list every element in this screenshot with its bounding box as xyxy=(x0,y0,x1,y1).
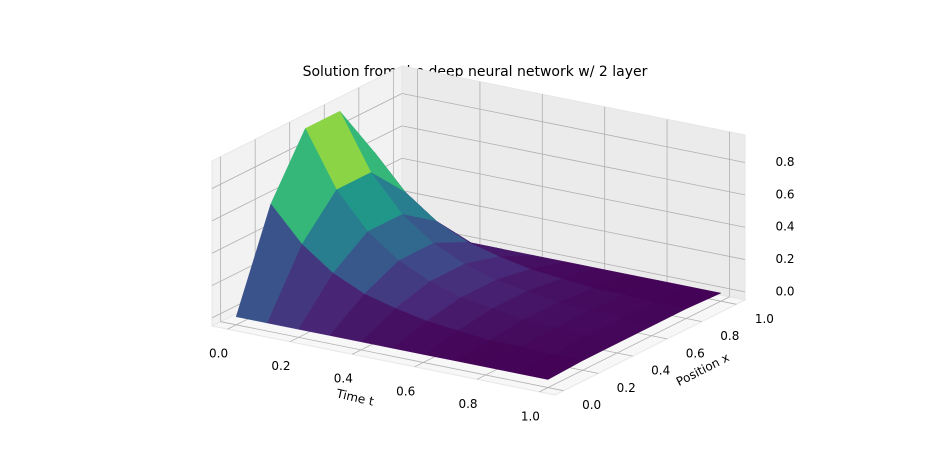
z-tick-label: 0.4 xyxy=(775,220,794,234)
surface-patch xyxy=(516,354,584,380)
x-tick-label: 0.4 xyxy=(651,364,670,378)
t-tick-label: 0.0 xyxy=(209,347,228,361)
surface xyxy=(235,110,722,380)
t-tick-label: 0.8 xyxy=(458,397,477,411)
t-tick-label: 0.4 xyxy=(334,372,353,386)
x-tick-label: 0.2 xyxy=(617,381,636,395)
t-tick-label: 0.2 xyxy=(271,359,290,373)
t-tick-label: 0.6 xyxy=(396,384,415,398)
grid-line xyxy=(401,93,746,163)
x-tick-label: 0.6 xyxy=(686,346,705,360)
chart-title: Solution from the deep neural network w/… xyxy=(303,64,648,80)
grid-line xyxy=(401,157,746,228)
z-tick-label: 0.6 xyxy=(775,187,794,201)
grid-line xyxy=(401,125,746,196)
x-tick-label: 1.0 xyxy=(755,312,774,326)
x-tick-label: 0.8 xyxy=(720,329,739,343)
grid-line xyxy=(220,321,564,392)
grid-line xyxy=(401,222,746,293)
x-axis-label: Time t xyxy=(334,386,375,408)
z-tick-label: 0.2 xyxy=(775,252,794,266)
grid-line xyxy=(401,190,746,260)
t-tick-label: 1.0 xyxy=(521,409,540,423)
grid-line xyxy=(539,296,730,393)
labels: 0.00.20.40.60.81.00.00.20.40.60.81.00.00… xyxy=(209,155,795,423)
x-tick-label: 0.0 xyxy=(582,398,601,412)
z-tick-label: 0.8 xyxy=(775,155,794,169)
z-tick-label: 0.0 xyxy=(775,284,794,298)
